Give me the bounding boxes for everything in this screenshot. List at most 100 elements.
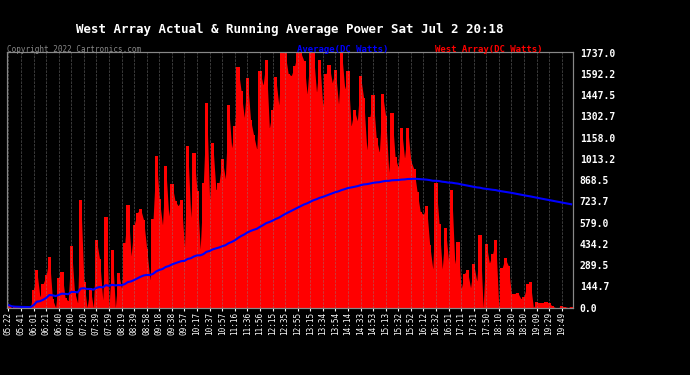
Bar	[32, 290, 35, 308]
Bar	[529, 282, 532, 308]
Bar	[466, 270, 469, 308]
Bar	[337, 104, 340, 308]
Bar	[306, 94, 308, 308]
Bar	[359, 76, 362, 308]
Bar	[391, 113, 393, 308]
Bar	[155, 156, 158, 308]
Bar	[186, 146, 189, 308]
Bar	[183, 248, 186, 308]
Bar	[233, 126, 237, 308]
Bar	[284, 53, 286, 307]
Bar	[293, 66, 296, 308]
Bar	[425, 206, 428, 308]
Bar	[180, 200, 183, 308]
Bar	[315, 93, 318, 308]
Bar	[447, 261, 450, 308]
Bar	[343, 89, 346, 308]
Bar	[494, 240, 497, 308]
Bar	[308, 53, 312, 307]
Bar	[57, 278, 60, 308]
Bar	[277, 105, 280, 308]
Bar	[340, 53, 343, 307]
Bar	[419, 211, 422, 308]
Bar	[35, 270, 39, 308]
Bar	[221, 159, 224, 308]
Bar	[510, 294, 513, 307]
Bar	[318, 60, 322, 308]
Bar	[286, 74, 290, 308]
Bar	[551, 306, 554, 308]
Bar	[444, 228, 447, 308]
Bar	[152, 219, 155, 308]
Bar	[124, 243, 126, 308]
Bar	[453, 264, 456, 308]
Bar	[403, 158, 406, 308]
Bar	[177, 206, 180, 308]
Bar	[164, 166, 167, 308]
Bar	[98, 260, 101, 308]
Bar	[199, 249, 201, 308]
Bar	[456, 242, 460, 308]
Bar	[280, 53, 284, 307]
Bar	[268, 128, 271, 308]
Bar	[535, 302, 538, 307]
Bar	[384, 116, 387, 308]
Bar	[130, 256, 132, 307]
Bar	[161, 225, 164, 308]
Bar	[544, 302, 548, 307]
Bar	[541, 303, 544, 307]
Bar	[513, 294, 516, 308]
Bar	[51, 299, 54, 307]
Bar	[378, 153, 381, 308]
Bar	[195, 191, 199, 308]
Bar	[224, 179, 227, 308]
Bar	[450, 190, 453, 308]
Bar	[478, 234, 482, 308]
Bar	[563, 307, 566, 308]
Bar	[538, 303, 541, 307]
Bar	[371, 95, 375, 308]
Bar	[463, 274, 466, 308]
Bar	[324, 74, 328, 307]
Bar	[265, 60, 268, 308]
Bar	[397, 168, 400, 308]
Bar	[230, 148, 233, 308]
Bar	[104, 217, 108, 308]
Bar	[243, 117, 246, 308]
Bar	[95, 240, 98, 308]
Bar	[560, 306, 563, 308]
Bar	[126, 206, 130, 308]
Bar	[101, 300, 104, 307]
Bar	[526, 284, 529, 308]
Bar	[522, 297, 526, 307]
Bar	[491, 254, 494, 308]
Bar	[73, 291, 76, 308]
Bar	[422, 214, 425, 308]
Bar	[350, 126, 353, 308]
Bar	[274, 77, 277, 308]
Bar	[41, 284, 45, 308]
Bar	[506, 266, 510, 308]
Bar	[437, 224, 441, 308]
Bar	[63, 298, 67, 307]
Bar	[472, 264, 475, 308]
Bar	[258, 70, 262, 308]
Bar	[441, 269, 444, 308]
Bar	[7, 305, 10, 308]
Bar	[201, 183, 205, 308]
Bar	[334, 70, 337, 308]
Bar	[356, 121, 359, 308]
Bar	[504, 258, 506, 308]
Bar	[237, 67, 239, 308]
Bar	[189, 217, 193, 308]
Text: West Array(DC Watts): West Array(DC Watts)	[435, 45, 542, 54]
Bar	[406, 128, 409, 308]
Bar	[368, 117, 371, 308]
Bar	[296, 53, 299, 307]
Bar	[460, 290, 463, 308]
Bar	[67, 301, 70, 307]
Bar	[255, 150, 258, 308]
Bar	[428, 244, 431, 308]
Bar	[173, 201, 177, 308]
Bar	[215, 190, 217, 308]
